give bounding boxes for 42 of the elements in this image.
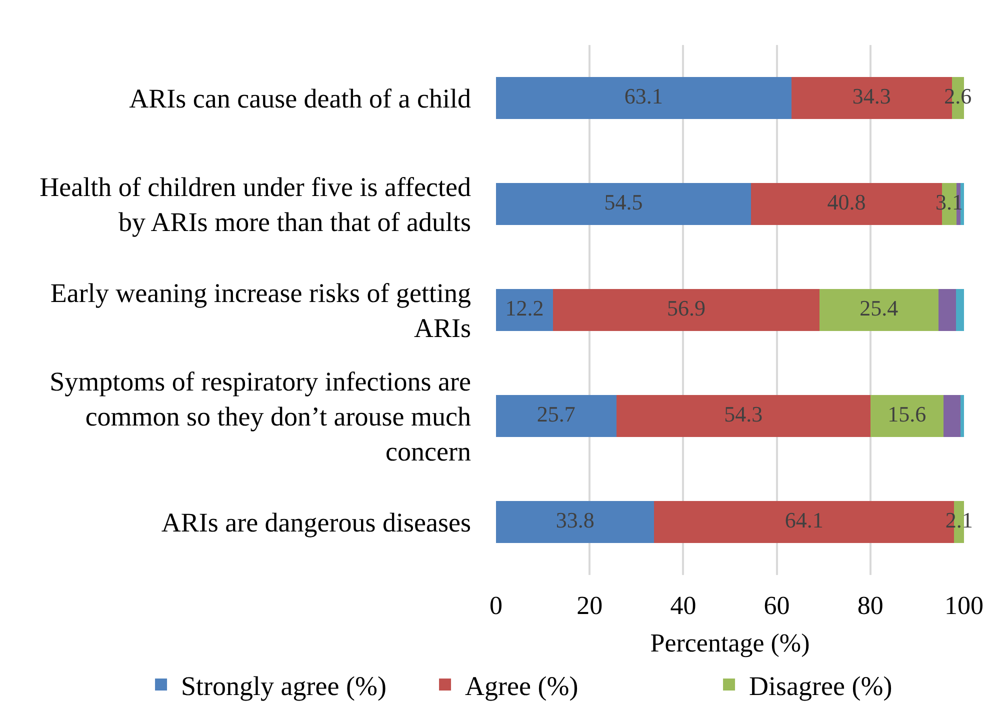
data-label: 2.6 (944, 84, 972, 108)
bar (938, 288, 956, 332)
data-label: 64.1 (784, 508, 824, 532)
x-tick-label: 20 (576, 591, 603, 620)
bar (553, 288, 820, 332)
x-axis-title: Percentage (%) (650, 628, 810, 658)
bar (496, 394, 616, 438)
data-label: 40.8 (827, 190, 866, 214)
data-label: 33.8 (556, 508, 594, 532)
data-label: 12.2 (505, 296, 544, 320)
y-tick-label: ARIs can cause death of a child (129, 83, 472, 114)
data-label: 63.1 (624, 84, 663, 108)
x-tick-label: 40 (670, 591, 696, 620)
legend-label: Disagree (%) (749, 671, 892, 702)
data-label: 56.9 (666, 296, 706, 320)
data-label: 2.1 (945, 508, 973, 532)
bar (943, 394, 961, 438)
data-label: 54.5 (604, 190, 643, 214)
legend-label: Strongly agree (%) (181, 671, 386, 702)
data-label: 34.3 (852, 84, 891, 108)
x-tick-label: 60 (764, 591, 790, 620)
bar (496, 76, 792, 120)
data-label: 54.3 (724, 402, 763, 426)
y-tick-label: Health of children under five is affected by ARIs more than that of adults (40, 172, 472, 237)
y-tick-label: Early weaning increase risks of getting ARIs (50, 278, 471, 343)
bar (616, 394, 870, 438)
bar (870, 394, 944, 438)
x-tick-label: 80 (857, 591, 884, 620)
y-tick-label: ARIs are dangerous diseases (161, 507, 471, 538)
bar (496, 500, 654, 544)
x-tick-label: 100 (944, 591, 984, 620)
legend-label: Agree (%) (465, 671, 578, 702)
x-tick-label: 0 (490, 591, 502, 620)
data-label: 25.4 (860, 296, 898, 320)
data-label: 25.7 (536, 402, 576, 426)
bar (956, 288, 964, 332)
bar (496, 288, 554, 332)
y-tick-label: Symptoms of respiratory infections are common so they don’t arouse much concern (50, 366, 472, 467)
bar (496, 182, 752, 226)
data-label: 15.6 (888, 402, 926, 426)
bar (960, 394, 964, 438)
bar (819, 288, 938, 332)
